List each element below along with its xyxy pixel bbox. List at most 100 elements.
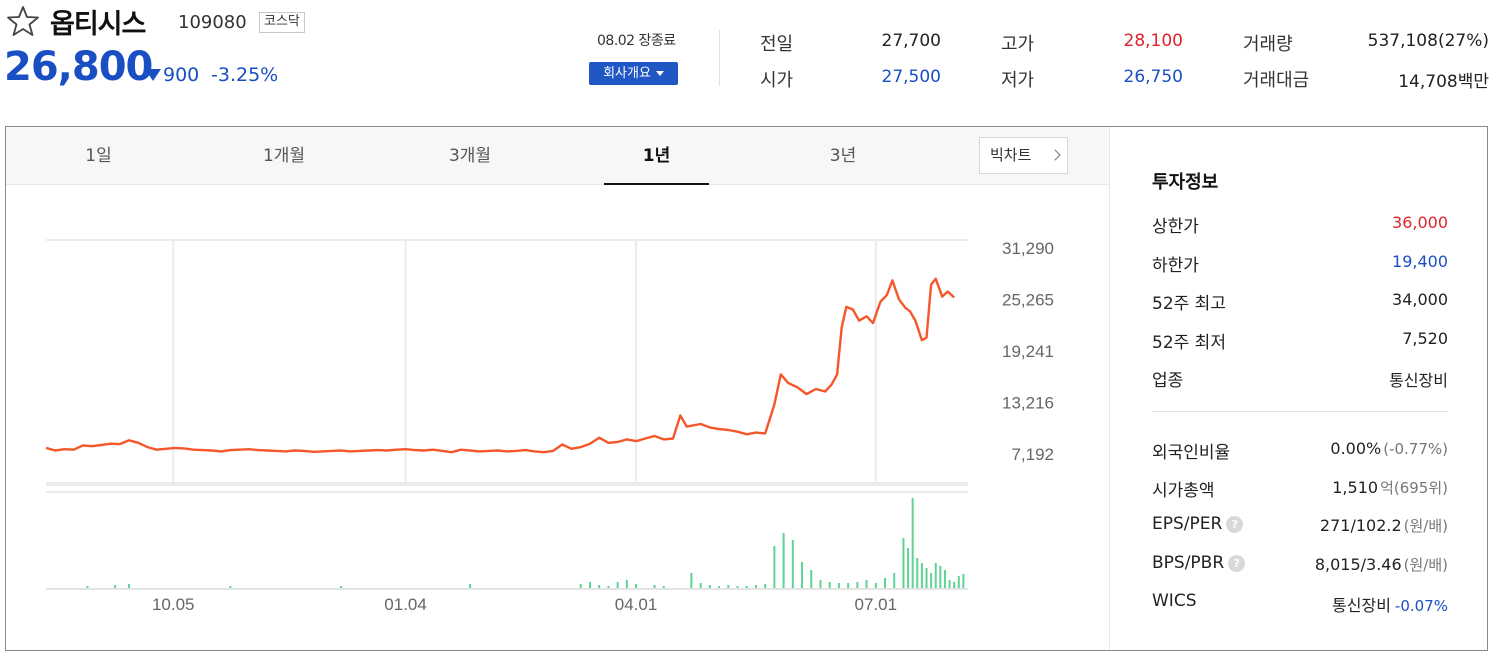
period-tabs: 1일 1개월 3개월 1년 3년 bbox=[6, 127, 1109, 185]
invest-value-foreign-ratio: 0.00% (-0.77%) bbox=[1250, 439, 1448, 458]
invest-value-main: 271/102.2 bbox=[1319, 516, 1402, 535]
volume-bar bbox=[764, 584, 767, 588]
volume-bar bbox=[962, 574, 965, 588]
tab-3y[interactable]: 3년 bbox=[829, 146, 857, 166]
invest-label-bps-pbr: BPS/PBR? bbox=[1152, 553, 1246, 573]
invest-value-bps-pbr: 8,015/3.46 (원/배) bbox=[1250, 554, 1448, 575]
invest-value-52w-high: 34,000 bbox=[1392, 290, 1448, 309]
quote-value-open: 27,500 bbox=[881, 67, 941, 87]
volume-bar bbox=[598, 585, 601, 588]
volume-bar bbox=[837, 583, 840, 588]
volume-bar bbox=[934, 563, 937, 588]
volume-bar bbox=[907, 548, 910, 588]
invest-value-sub: (원/배) bbox=[1403, 556, 1448, 574]
quote-label-open: 시가 bbox=[760, 70, 794, 91]
invest-value-main: 1,510 bbox=[1332, 478, 1379, 497]
invest-value-main: 0.00% bbox=[1330, 439, 1382, 458]
header-divider bbox=[719, 30, 720, 86]
volume-bar bbox=[229, 586, 232, 588]
down-arrow-icon bbox=[145, 69, 161, 81]
company-overview-button[interactable]: 회사개요 bbox=[589, 62, 678, 85]
volume-bar bbox=[662, 586, 665, 588]
y-tick-label: 13,216 bbox=[1002, 394, 1054, 413]
price-chart: 31,290 25,265 19,241 13,216 7,192 10.05 01.04 0… bbox=[45, 239, 1054, 614]
company-overview-label: 회사개요 bbox=[603, 66, 651, 81]
volume-bar bbox=[727, 585, 730, 588]
y-tick-label: 7,192 bbox=[1011, 445, 1054, 464]
volume-bar bbox=[625, 580, 628, 588]
bigchart-button[interactable]: 빅차트 bbox=[979, 137, 1068, 174]
invest-label-industry: 업종 bbox=[1152, 371, 1184, 391]
quote-label-volume: 거래량 bbox=[1243, 34, 1293, 55]
invest-value-industry: 통신장비 bbox=[1389, 371, 1448, 390]
invest-label-52w-low: 52주 최저 bbox=[1152, 333, 1226, 353]
volume-bar bbox=[127, 584, 130, 588]
volume-bar bbox=[953, 582, 956, 588]
help-question-icon[interactable]: ? bbox=[1226, 515, 1244, 533]
volume-bar bbox=[791, 540, 794, 588]
volume-bar bbox=[754, 585, 757, 588]
volume-bar bbox=[828, 582, 831, 588]
x-tick-label: 04.01 bbox=[615, 595, 658, 614]
volume-bar bbox=[865, 580, 868, 588]
tab-1d[interactable]: 1일 bbox=[85, 146, 112, 166]
volume-bar bbox=[893, 573, 896, 588]
volume-bar bbox=[616, 582, 619, 588]
volume-bar bbox=[782, 533, 785, 588]
volume-bar bbox=[930, 573, 933, 588]
x-tick-label: 10.05 bbox=[152, 595, 195, 614]
y-tick-label: 25,265 bbox=[1002, 291, 1054, 310]
volume-bar bbox=[948, 580, 951, 588]
invest-label-lower-limit: 하한가 bbox=[1152, 256, 1199, 276]
volume-bar bbox=[819, 580, 822, 588]
caret-down-icon bbox=[655, 71, 664, 76]
invest-value-sub: -0.07% bbox=[1394, 597, 1448, 615]
favorite-star-icon[interactable] bbox=[6, 4, 40, 38]
volume-bar bbox=[943, 570, 946, 588]
volume-bar bbox=[690, 573, 693, 588]
market-badge: 코스닥 bbox=[259, 12, 305, 33]
invest-label-foreign-ratio: 외국인비율 bbox=[1152, 438, 1230, 463]
volume-bar bbox=[810, 570, 813, 588]
volume-bar bbox=[847, 583, 850, 588]
price-change-pct: -3.25% bbox=[211, 64, 279, 86]
volume-bar bbox=[699, 583, 702, 588]
bigchart-label: 빅차트 bbox=[990, 146, 1032, 164]
quote-value-trade-value: 14,708백만 bbox=[1398, 72, 1489, 92]
invest-value-lower-limit: 19,400 bbox=[1392, 252, 1448, 271]
invest-label-text: BPS/PBR bbox=[1152, 553, 1225, 573]
volume-bar bbox=[773, 546, 776, 588]
volume-bar bbox=[653, 585, 656, 588]
invest-label-upper-limit: 상한가 bbox=[1152, 217, 1199, 237]
help-question-icon[interactable]: ? bbox=[1228, 554, 1246, 572]
volume-bar bbox=[957, 576, 960, 588]
volume-bar bbox=[736, 586, 739, 588]
volume-bar bbox=[920, 563, 923, 588]
volume-bar bbox=[114, 585, 117, 588]
tab-1m[interactable]: 1개월 bbox=[262, 146, 306, 166]
tab-3m[interactable]: 3개월 bbox=[448, 146, 492, 166]
info-divider bbox=[1109, 127, 1110, 650]
invest-value-52w-low: 7,520 bbox=[1402, 329, 1448, 348]
quote-label-prev-close: 전일 bbox=[760, 34, 794, 55]
quote-label-high: 고가 bbox=[1001, 34, 1035, 55]
volume-bar bbox=[469, 584, 472, 588]
y-tick-label: 31,290 bbox=[1002, 239, 1054, 258]
invest-label-wics: WICS bbox=[1152, 591, 1196, 611]
tab-1y[interactable]: 1년 bbox=[642, 146, 671, 166]
quote-label-trade-value: 거래대금 bbox=[1243, 70, 1310, 91]
invest-label-market-cap: 시가총액 bbox=[1152, 476, 1215, 501]
volume-bar bbox=[607, 586, 610, 588]
invest-value-upper-limit: 36,000 bbox=[1392, 213, 1448, 232]
volume-bar bbox=[579, 584, 582, 588]
volume-bar bbox=[856, 582, 859, 588]
quote-value-low: 26,750 bbox=[1123, 67, 1183, 87]
invest-label-eps-per: EPS/PER? bbox=[1152, 514, 1244, 534]
invest-info-separator bbox=[1152, 411, 1448, 412]
invest-info-title: 투자정보 bbox=[1152, 172, 1219, 193]
invest-value-market-cap: 1,510 억(695위) bbox=[1250, 477, 1448, 498]
volume-bar bbox=[801, 562, 804, 588]
invest-label-text: WICS bbox=[1152, 591, 1197, 611]
x-tick-label: 07.01 bbox=[855, 595, 898, 614]
invest-value-eps-per: 271/102.2 (원/배) bbox=[1250, 515, 1448, 536]
